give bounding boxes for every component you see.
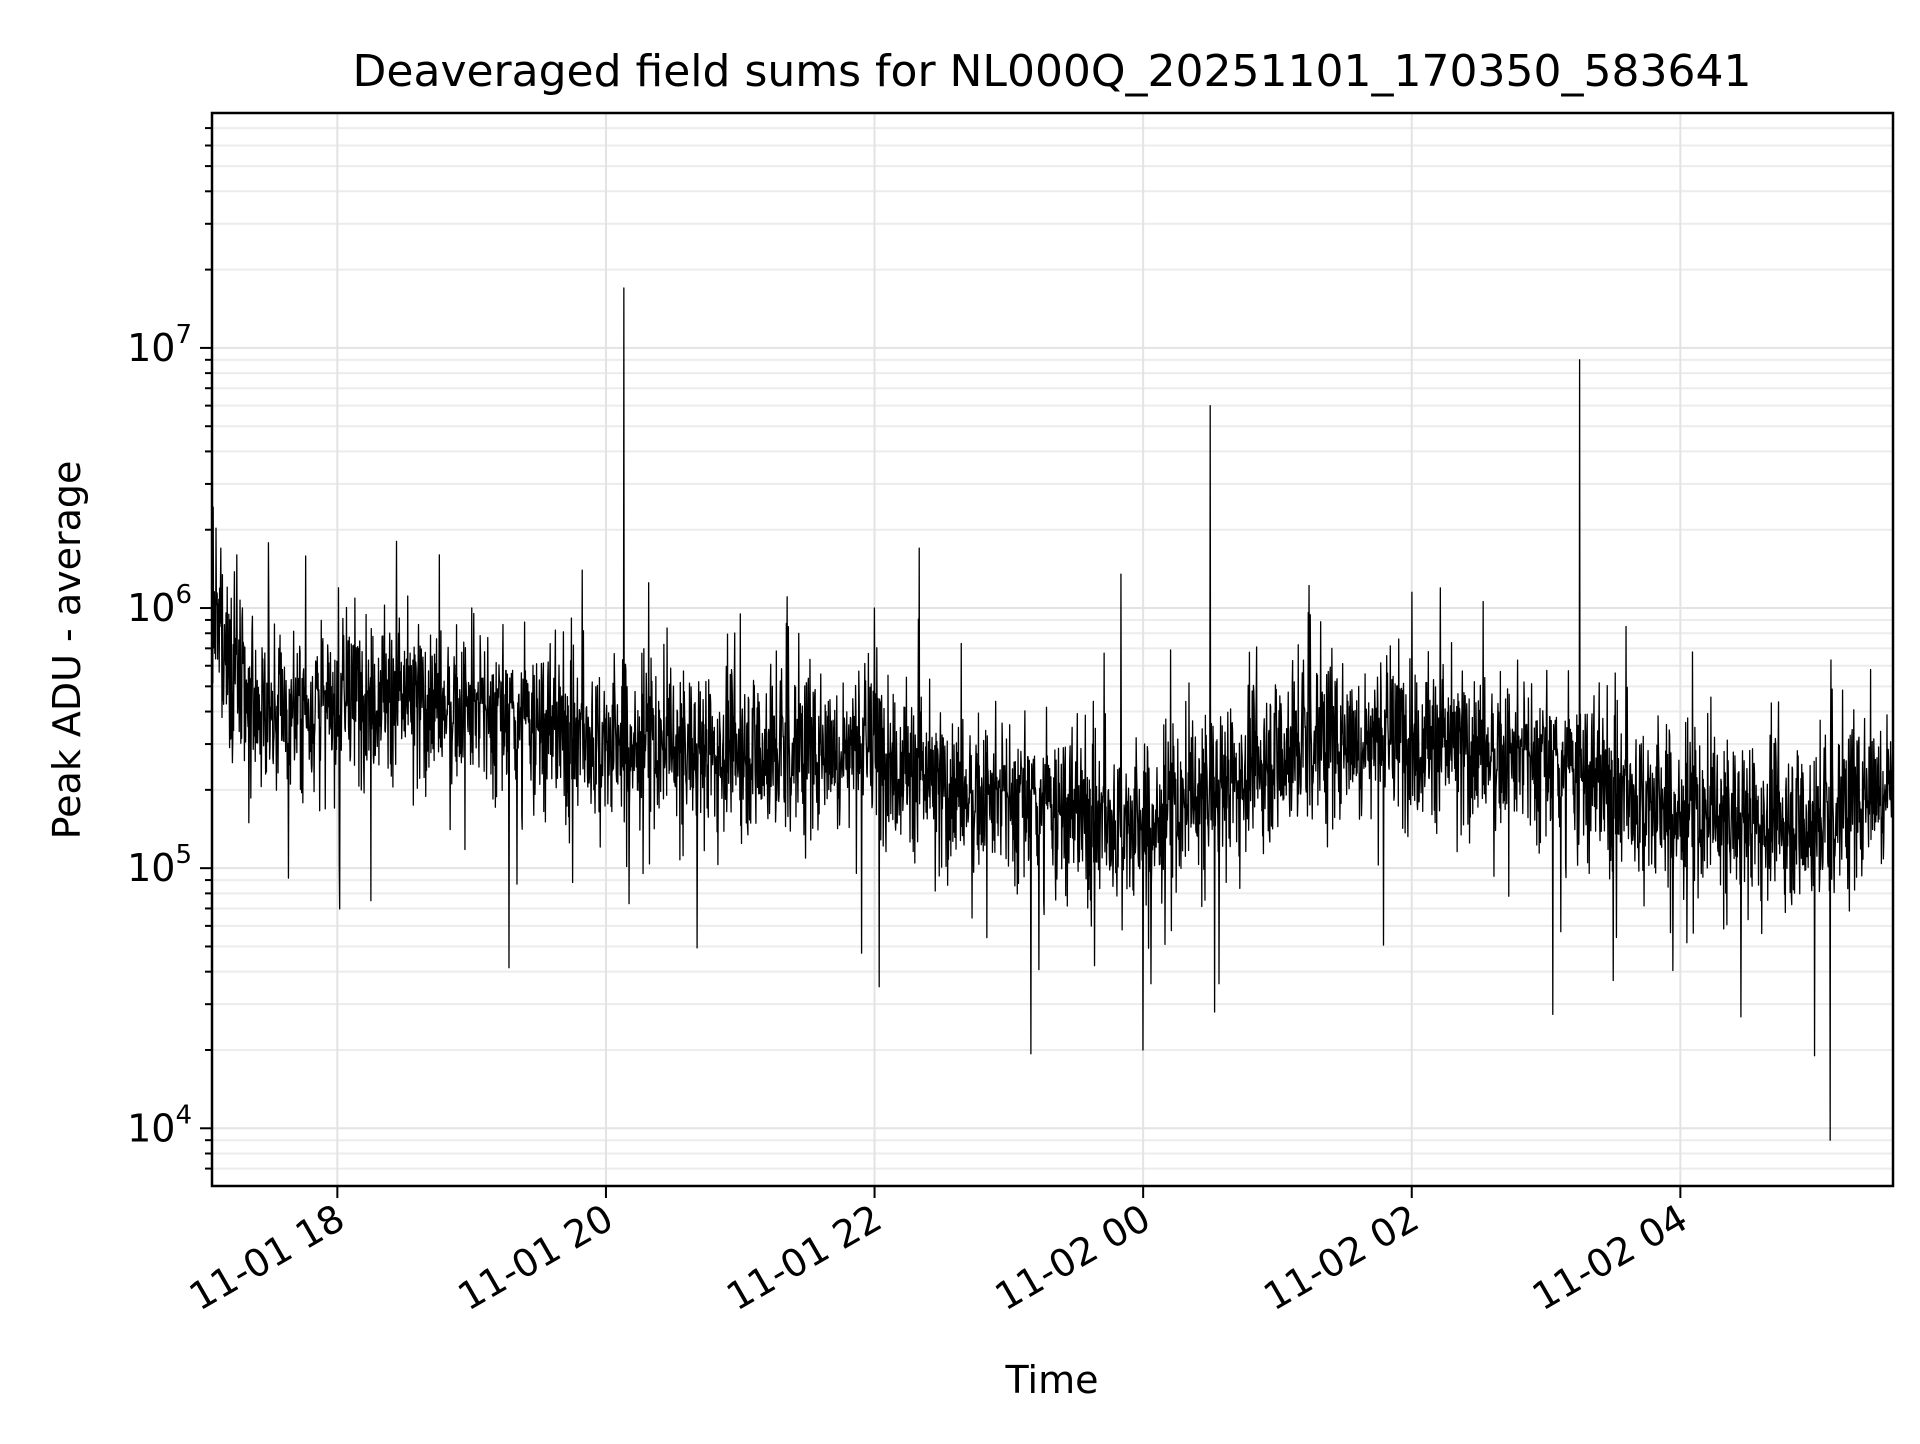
x-axis-label: Time bbox=[1005, 1358, 1099, 1402]
chart-title: Deaveraged field sums for NL000Q_2025110… bbox=[353, 46, 1752, 97]
plot-frame bbox=[210, 111, 1895, 1188]
y-tick-label: 104 bbox=[127, 1100, 192, 1150]
y-axis-label: Peak ADU - average bbox=[45, 461, 89, 840]
ticks-layer bbox=[200, 127, 1682, 1198]
series-line bbox=[212, 287, 1893, 1141]
y-tick-label: 105 bbox=[127, 840, 192, 890]
y-tick-label: 106 bbox=[127, 580, 192, 630]
y-tick-label: 107 bbox=[127, 320, 192, 370]
series-layer bbox=[212, 287, 1893, 1141]
